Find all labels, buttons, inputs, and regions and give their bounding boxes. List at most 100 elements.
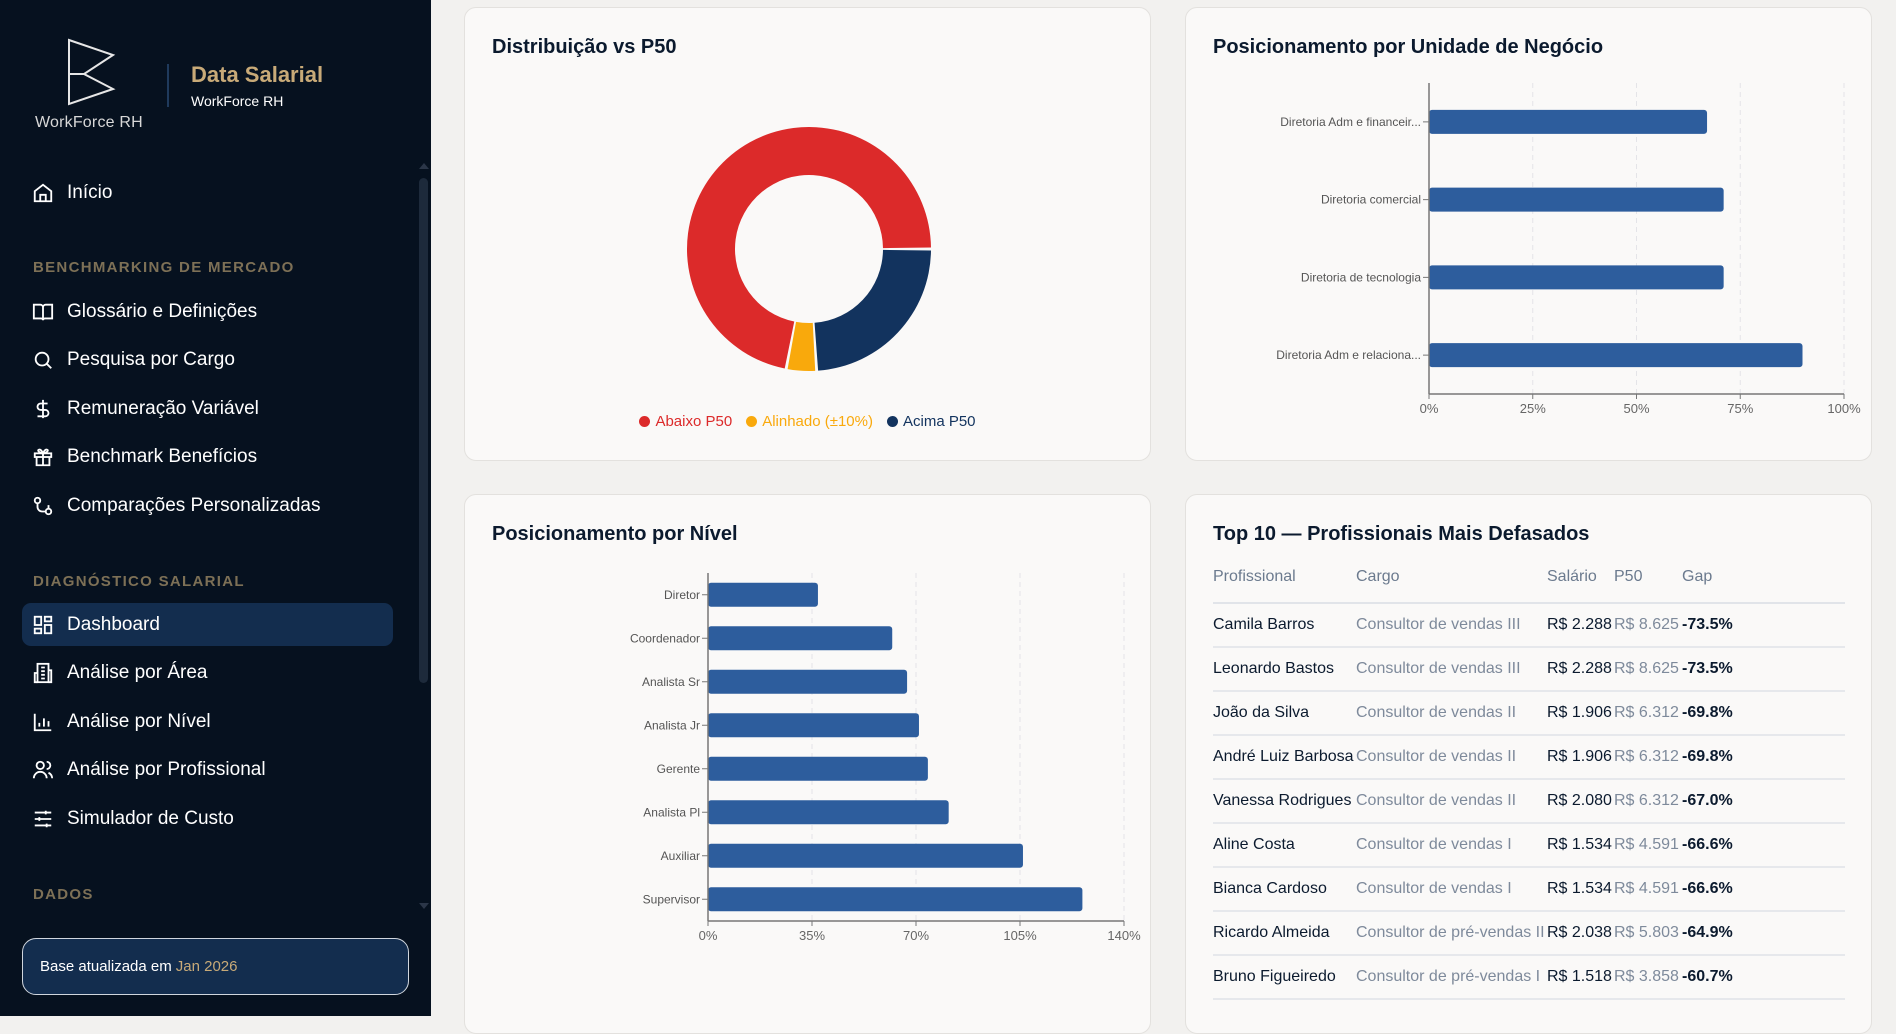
sidebar-item-pesquisa-cargo[interactable]: Pesquisa por Cargo xyxy=(22,338,393,381)
cell-cargo: Consultor de vendas II xyxy=(1356,735,1547,780)
layout-grid-icon xyxy=(33,615,53,634)
donut-slice-0[interactable] xyxy=(814,249,931,371)
cell-p50: R$ 6.312 xyxy=(1614,735,1682,780)
cell-sal: R$ 1.906 xyxy=(1547,735,1614,780)
sidebar-item-label: Pesquisa por Cargo xyxy=(67,348,235,370)
sidebar-item-label: Glossário e Definições xyxy=(67,300,258,322)
cell-gap: -69.8% xyxy=(1682,691,1845,736)
column-header[interactable]: Gap xyxy=(1682,551,1845,604)
y-tick-label: Diretoria Adm e financeir... xyxy=(1280,115,1421,129)
column-header[interactable]: Cargo xyxy=(1356,551,1547,604)
bar[interactable] xyxy=(1429,109,1708,134)
distribution-card: Distribuição vs P50 Abaixo P50 Alinhado … xyxy=(464,7,1151,461)
cell-p50: R$ 3.858 xyxy=(1614,955,1682,1000)
table-row[interactable]: André Luiz Barbosa Consultor de vendas II… xyxy=(1213,735,1845,780)
x-tick-label: 140% xyxy=(1107,928,1141,943)
book-icon xyxy=(32,303,54,320)
bar[interactable] xyxy=(708,582,818,607)
table-row[interactable]: João da Silva Consultor de vendas II R$ 1.… xyxy=(1213,691,1845,736)
x-tick-label: 70% xyxy=(903,928,929,943)
home-icon xyxy=(33,183,53,202)
column-header[interactable]: Profissional xyxy=(1213,551,1356,604)
cell-sal: R$ 2.288 xyxy=(1547,603,1614,648)
git-compare-icon xyxy=(33,496,53,515)
scroll-up-arrow[interactable] xyxy=(419,163,429,169)
sidebar-item-simulador[interactable]: Simulador de Custo xyxy=(22,797,393,840)
bar[interactable] xyxy=(708,713,919,738)
cell-gap: -69.8% xyxy=(1682,735,1845,780)
sidebar-item-inicio[interactable]: Início xyxy=(22,171,393,214)
table-row[interactable]: Vanessa Rodrigues Consultor de vendas II R… xyxy=(1213,779,1845,824)
bar[interactable] xyxy=(708,887,1083,912)
column-header[interactable]: Salário xyxy=(1547,551,1614,604)
cell-sal: R$ 1.518 xyxy=(1547,955,1614,1000)
cell-p50: R$ 6.312 xyxy=(1614,691,1682,736)
bar[interactable] xyxy=(1429,187,1724,212)
bar[interactable] xyxy=(1429,265,1724,290)
cell-p50: R$ 8.625 xyxy=(1614,647,1682,692)
card-title: Posicionamento por Unidade de Negócio xyxy=(1213,36,1604,58)
cell-name: Ricardo Almeida xyxy=(1213,911,1356,956)
cell-p50: R$ 8.625 xyxy=(1614,603,1682,648)
table-row[interactable]: Bianca Cardoso Consultor de vendas I R$ 1.… xyxy=(1213,867,1845,912)
sidebar-item-remuneracao[interactable]: Remuneração Variável xyxy=(22,387,393,430)
sidebar-item-label: Simulador de Custo xyxy=(67,807,234,829)
bar[interactable] xyxy=(708,800,949,825)
base-update-badge: Base atualizada em Jan 2026 xyxy=(22,938,409,995)
bar[interactable] xyxy=(708,669,908,694)
cell-name: Vanessa Rodrigues xyxy=(1213,779,1356,824)
table-row[interactable]: Ricardo Almeida Consultor de pré-vendas I… xyxy=(1213,911,1845,956)
section-diagnostico: DIAGNÓSTICO SALARIAL xyxy=(33,573,245,590)
search-icon xyxy=(34,351,52,369)
table-row[interactable]: Leonardo Bastos Consultor de vendas III R$… xyxy=(1213,647,1845,692)
sidebar-item-label: Análise por Profissional xyxy=(67,758,266,780)
table-header-row: Profissional Cargo Salário P50 Gap xyxy=(1213,551,1845,604)
legend-item-acima: Acima P50 xyxy=(886,413,976,430)
sidebar-item-comparacoes[interactable]: Comparações Personalizadas xyxy=(22,484,393,527)
building-icon xyxy=(33,662,53,683)
sidebar-item-analise-nivel[interactable]: Análise por Nível xyxy=(22,700,393,743)
donut-slice-2[interactable] xyxy=(687,126,931,369)
app-subtitle: WorkForce RH xyxy=(191,93,284,109)
table-row[interactable]: Aline Costa Consultor de vendas I R$ 1.534… xyxy=(1213,823,1845,868)
column-header[interactable]: P50 xyxy=(1614,551,1682,604)
sidebar-scrollbar[interactable] xyxy=(419,178,428,683)
sidebar-item-beneficios[interactable]: Benchmark Benefícios xyxy=(22,435,393,478)
base-update-date: Jan 2026 xyxy=(175,958,238,975)
cell-cargo: Consultor de vendas III xyxy=(1356,603,1547,648)
sidebar-item-glossario[interactable]: Glossário e Definições xyxy=(22,290,393,333)
scroll-down-arrow[interactable] xyxy=(419,903,429,909)
cell-p50: R$ 5.803 xyxy=(1614,911,1682,956)
cell-name: Camila Barros xyxy=(1213,603,1356,648)
legend-item-abaixo: Abaixo P50 xyxy=(639,413,732,430)
level-bar-chart: 0% 35% 70% 105% 140% Diretor Coordenador Analis… xyxy=(630,573,1141,943)
logo-text: WorkForce RH xyxy=(35,114,143,131)
app-title: Data Salarial xyxy=(191,62,324,87)
y-tick-label: Diretoria Adm e relaciona... xyxy=(1276,348,1421,362)
bar[interactable] xyxy=(1429,343,1803,368)
cell-name: Bruno Figueiredo xyxy=(1213,955,1356,1000)
x-tick-label: 75% xyxy=(1727,401,1753,416)
sidebar: WorkForce RH Data Salarial WorkForce RH … xyxy=(0,0,431,1016)
cell-sal: R$ 1.906 xyxy=(1547,691,1614,736)
donut-slice-1[interactable] xyxy=(787,321,816,371)
table-row[interactable]: Bruno Figueiredo Consultor de pré-vendas … xyxy=(1213,955,1845,1000)
cell-sal: R$ 1.534 xyxy=(1547,867,1614,912)
cell-p50: R$ 6.312 xyxy=(1614,779,1682,824)
bar[interactable] xyxy=(708,843,1023,868)
cell-name: João da Silva xyxy=(1213,691,1356,736)
y-tick-label: Diretoria comercial xyxy=(1321,193,1421,207)
table-row[interactable]: Camila Barros Consultor de vendas III R$ 2… xyxy=(1213,603,1845,648)
sidebar-item-dashboard[interactable]: Dashboard xyxy=(22,603,393,646)
sidebar-item-analise-profissional[interactable]: Análise por Profissional xyxy=(22,748,393,791)
bar[interactable] xyxy=(708,626,893,651)
sidebar-item-label: Início xyxy=(67,181,113,203)
cell-gap: -64.9% xyxy=(1682,911,1845,956)
cell-cargo: Consultor de vendas I xyxy=(1356,867,1547,912)
sidebar-item-analise-area[interactable]: Análise por Área xyxy=(22,651,393,694)
bar[interactable] xyxy=(708,756,928,781)
x-tick-label: 0% xyxy=(1420,401,1439,416)
cell-cargo: Consultor de vendas I xyxy=(1356,823,1547,868)
x-tick-label: 0% xyxy=(699,928,718,943)
sidebar-item-label: Análise por Área xyxy=(67,661,208,683)
